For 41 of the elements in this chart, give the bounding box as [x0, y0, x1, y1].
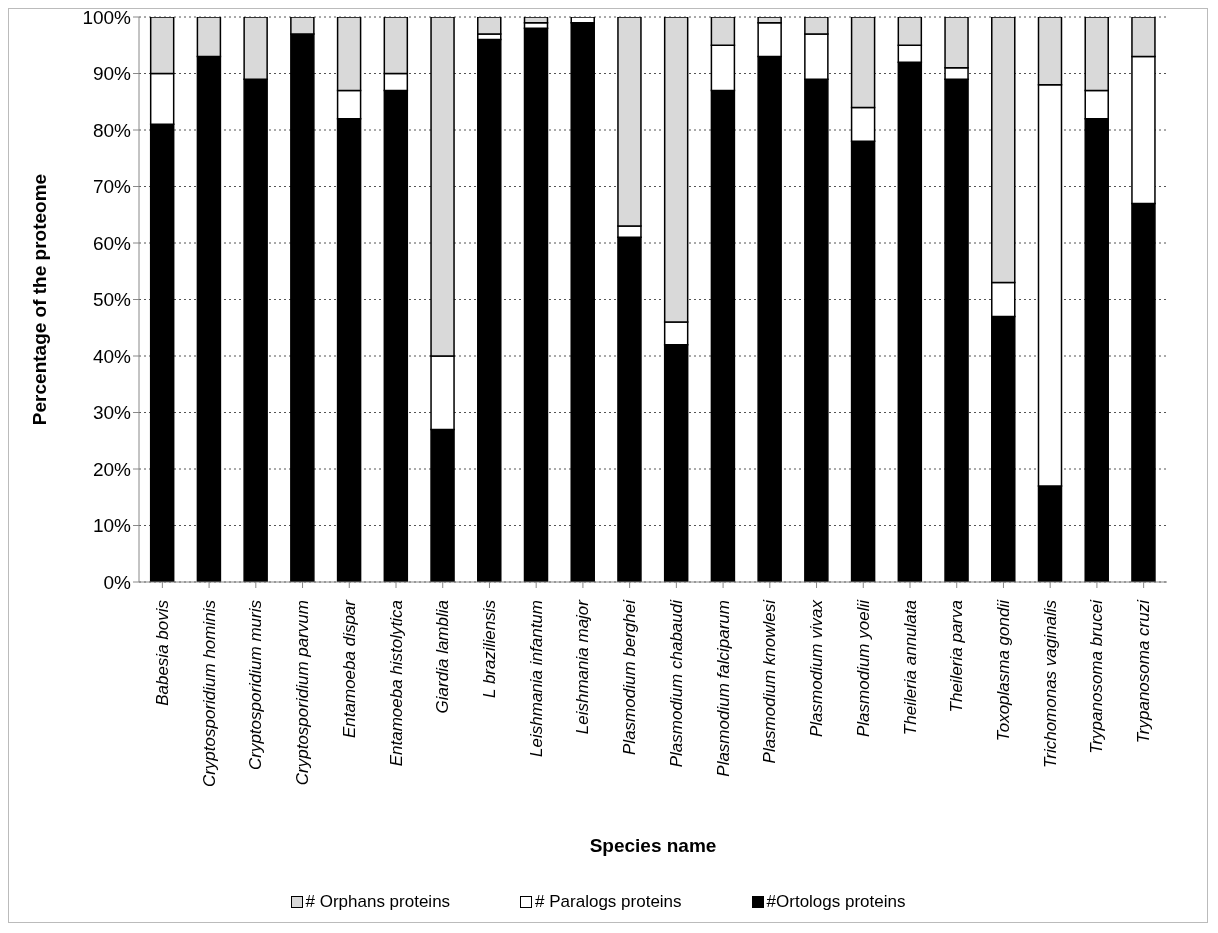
x-tick-label: Plasmodium chabaudi [666, 598, 686, 768]
bar [523, 27, 549, 582]
y-tick-label: 70% [92, 176, 132, 198]
y-tick-label: 50% [92, 289, 132, 311]
y-tick-label: 40% [92, 345, 132, 367]
x-tick-label: Plasmodium knowlesi [760, 598, 780, 764]
x-tick-label: Entamoeba dispar [339, 598, 359, 738]
x-tick-label: Theileria annulata [900, 600, 920, 736]
x-tick-label: Trypanosoma cruzi [1134, 598, 1154, 744]
x-tick-label: Leishmania major [573, 598, 593, 735]
y-tick-label: 80% [92, 119, 132, 141]
legend-label: #Ortologs proteins [766, 892, 906, 912]
legend-label: # Paralogs proteins [535, 892, 682, 912]
x-tick-label: Cryptosporidium muris [246, 599, 266, 771]
x-tick-label: Plasmodium vivax [807, 599, 827, 737]
x-tick-label: Cryptosporidium parvum [293, 600, 313, 786]
y-tick-label: 30% [92, 402, 132, 424]
legend-label: # Orphans proteins [305, 892, 451, 912]
x-axis-title: Species name [589, 835, 717, 856]
x-tick-label: Cryptosporidium hominis [199, 599, 219, 788]
y-tick-label: 60% [92, 232, 132, 254]
x-tick-label: Plasmodium falciparum [713, 600, 733, 777]
x-tick-label: L braziliensis [479, 599, 499, 698]
x-tick-label: Leishmania infantum [526, 600, 546, 757]
y-tick-label: 0% [103, 571, 132, 593]
y-axis-title: Percentage of the proteome [28, 173, 50, 426]
y-tick-label: 10% [92, 515, 132, 537]
bar [477, 38, 502, 582]
y-tick-label: 20% [92, 458, 132, 480]
x-tick-label: Plasmodium berghei [620, 598, 640, 755]
y-tick-label: 100% [82, 6, 132, 28]
x-tick-label: Babesia bovis [152, 599, 172, 706]
x-tick-label: Toxoplasma gondii [993, 598, 1013, 742]
x-tick-label: Giardia lamblia [433, 600, 453, 714]
x-tick-label: Trypanosoma brucei [1087, 598, 1107, 754]
y-tick-label: 90% [92, 63, 132, 85]
x-tick-label: Plasmodium yoelii [853, 598, 873, 737]
bar [570, 21, 595, 582]
x-tick-label: Theileria parva [947, 600, 967, 713]
x-tick-label: Entamoeba histolytica [386, 600, 406, 767]
x-tick-label: Trichomonas vaginalis [1040, 599, 1060, 768]
